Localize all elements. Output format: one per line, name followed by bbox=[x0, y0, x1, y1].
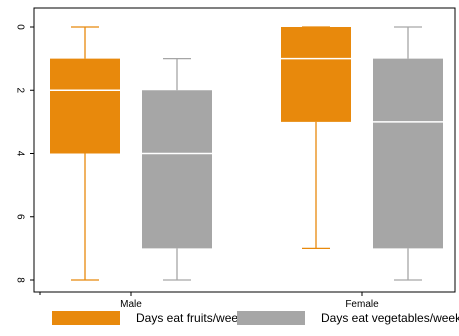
y-tick-label: 6 bbox=[14, 214, 25, 220]
legend-swatch-fruits bbox=[52, 311, 120, 325]
box-fruits-male bbox=[50, 58, 120, 154]
y-tick-label: 4 bbox=[14, 151, 25, 157]
y-tick-label: 8 bbox=[14, 277, 25, 283]
y-tick-label: 0 bbox=[14, 24, 25, 30]
box-fruits-female bbox=[281, 27, 351, 122]
legend-swatch-vegetables bbox=[237, 311, 305, 325]
box-vegetables-male bbox=[142, 90, 212, 249]
x-tick-label-male: Male bbox=[120, 299, 142, 310]
y-tick-label: 2 bbox=[14, 87, 25, 93]
legend-label-vegetables: Days eat vegetables/week bbox=[321, 311, 459, 325]
plot-frame bbox=[33, 7, 456, 293]
box-vegetables-female bbox=[373, 58, 443, 249]
legend-label-fruits: Days eat fruits/week bbox=[136, 311, 245, 325]
x-tick-label-female: Female bbox=[345, 299, 379, 310]
legend: Days eat fruits/week Days eat vegetables/… bbox=[52, 311, 459, 325]
plot-area: 0 2 4 6 8 Male Female bbox=[14, 7, 456, 310]
